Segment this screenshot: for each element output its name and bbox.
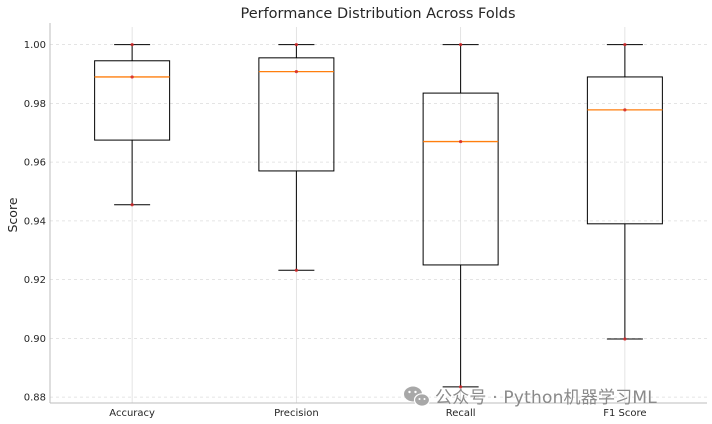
x-tick-label: F1 Score (603, 408, 646, 419)
data-point (130, 75, 134, 79)
x-tick-label: Recall (446, 408, 476, 419)
y-tick-labels: 0.88 0.90 0.92 0.94 0.96 0.98 1.00 (24, 40, 46, 404)
y-tick-label: 0.92 (24, 275, 46, 286)
iqr-box (422, 92, 499, 266)
y-tick-label: 1.00 (24, 40, 46, 51)
axes (49, 23, 707, 404)
grid-lines (50, 27, 707, 403)
boxes (94, 43, 663, 389)
data-point (294, 70, 298, 74)
data-point (459, 385, 463, 389)
data-point (623, 108, 627, 112)
box-recall (422, 43, 499, 389)
x-tick-labels: Accuracy Precision Recall F1 Score (109, 408, 646, 419)
data-point (459, 43, 463, 47)
y-tick-label: 0.96 (24, 158, 46, 169)
box-accuracy (94, 43, 171, 207)
y-tick-label: 0.94 (24, 216, 46, 227)
y-tick-label: 0.98 (24, 99, 46, 110)
wechat-icon (404, 386, 431, 407)
iqr-box (586, 76, 663, 225)
x-tick-label: Precision (274, 408, 319, 419)
data-point (459, 139, 463, 144)
y-tick-label: 0.88 (24, 393, 46, 404)
watermark-text: 公众号 · Python机器学习ML (435, 388, 657, 408)
data-point (130, 43, 134, 47)
y-axis-label: Score (5, 197, 20, 232)
data-point (130, 203, 134, 207)
chart-title: Performance Distribution Across Folds (240, 6, 515, 22)
iqr-box (94, 60, 171, 141)
data-point (294, 43, 298, 47)
x-tick-label: Accuracy (109, 408, 155, 419)
data-point (294, 268, 298, 272)
y-tick-label: 0.90 (24, 334, 46, 345)
box-precision (258, 43, 335, 272)
box-f1-score (586, 43, 663, 341)
data-point (623, 337, 627, 341)
iqr-box (258, 57, 335, 172)
data-point (623, 43, 627, 47)
watermark: 公众号 · Python机器学习ML (404, 386, 657, 408)
